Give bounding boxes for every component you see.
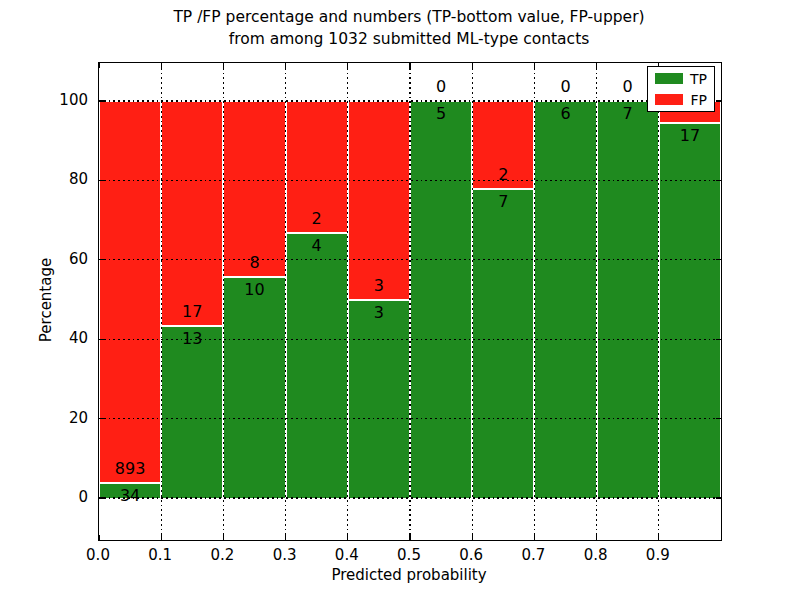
legend-item-tp: TP [655,71,707,87]
x-axis-label: Predicted probability [98,566,720,584]
legend: TP FP [647,66,715,112]
bar-fp-count-label: 3 [374,275,384,294]
legend-item-fp: FP [655,92,707,108]
y-tick-label: 80 [36,171,88,187]
bar-tp-count-label: 6 [560,104,570,123]
bar-tp-count-label: 13 [182,328,202,347]
y-tick-label: 0 [36,489,88,505]
bar-fp-count-label: 0 [623,77,633,96]
bar-fp-count-label: 2 [312,209,322,228]
x-tick-label: 0.3 [273,546,297,564]
bar-labels-layer: 893 34 17 13 8 10 2 4 3 3 0 5 2 7 0 6 0 7 17 [99,63,721,540]
bar-tp-count-label: 7 [498,192,508,211]
chart-title-line1: TP /FP percentage and numbers (TP-bottom… [98,8,720,26]
plot-area: 893 34 17 13 8 10 2 4 3 3 0 5 2 7 0 6 0 7 17 [98,62,722,541]
legend-label-tp: TP [690,71,707,87]
bar-tp-count-label: 3 [374,302,384,321]
bar-tp-count-label: 5 [436,104,446,123]
bar-tp-count-label: 4 [312,236,322,255]
bar-fp-count-label: 2 [498,165,508,184]
y-tick-label: 100 [36,92,88,108]
bar-fp-count-label: 893 [115,459,146,478]
legend-swatch-tp-icon [655,73,683,84]
bar-fp-count-label: 8 [249,253,259,272]
x-tick-label: 0.9 [646,546,670,564]
y-tick-label: 20 [36,410,88,426]
x-tick-label: 0.7 [521,546,545,564]
chart-title-line2: from among 1032 submitted ML-type contac… [98,30,720,48]
legend-swatch-fp-icon [655,94,683,105]
bar-tp-count-label: 17 [680,126,700,145]
x-tick-label: 0.0 [86,546,110,564]
bar-fp-count-label: 0 [436,77,446,96]
x-tick-label: 0.6 [459,546,483,564]
bar-tp-count-label: 10 [244,280,264,299]
x-tick-label: 0.4 [335,546,359,564]
x-tick-label: 0.8 [584,546,608,564]
x-tick-label: 0.5 [397,546,421,564]
bar-fp-count-label: 17 [182,301,202,320]
y-tick-label: 60 [36,251,88,267]
figure: TP /FP percentage and numbers (TP-bottom… [0,0,800,600]
x-tick-label: 0.2 [210,546,234,564]
y-tick-label: 40 [36,330,88,346]
legend-label-fp: FP [691,92,708,108]
bar-tp-count-label: 34 [120,486,140,505]
bar-tp-count-label: 7 [623,104,633,123]
bar-fp-count-label: 0 [560,77,570,96]
x-tick-label: 0.1 [148,546,172,564]
